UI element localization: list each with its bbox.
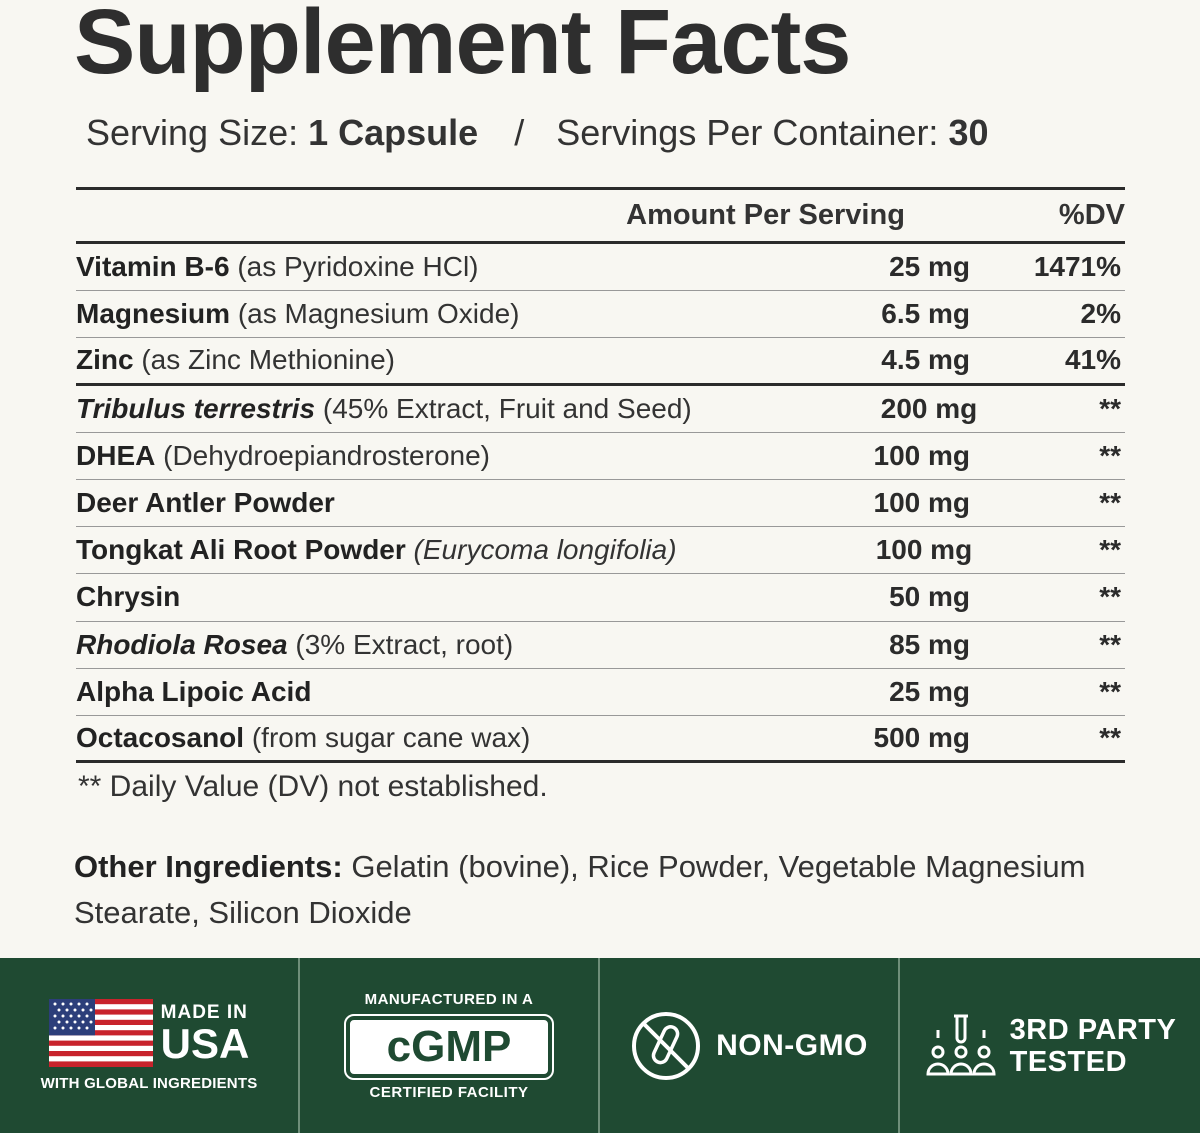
serving-separator: /	[514, 112, 525, 153]
serving-size-value: 1 Capsule	[308, 112, 479, 153]
other-ingredients-label: Other Ingredients:	[74, 849, 343, 884]
made-in-label: MADE IN	[160, 1002, 248, 1023]
table-header: Amount Per Serving %DV	[76, 190, 1125, 244]
ingredient-name: Chrysin	[76, 581, 181, 613]
ingredient-dv: **	[1099, 487, 1121, 519]
cgmp-main-label: cGMP	[386, 1021, 512, 1071]
ingredient-dv: **	[1099, 628, 1121, 660]
ingredient-name: Alpha Lipoic Acid	[76, 675, 312, 707]
ingredient-detail: (3% Extract, root)	[295, 628, 514, 660]
serving-size-label: Serving Size:	[86, 112, 299, 153]
ingredient-dv: **	[1099, 534, 1121, 566]
ingredient-dv: **	[1099, 721, 1121, 753]
usa-flag-icon	[48, 999, 153, 1067]
usa-label: USA	[160, 1020, 250, 1067]
ingredient-detail: (45% Extract, Fruit and Seed)	[322, 392, 692, 424]
tested-label: TESTED	[1009, 1045, 1128, 1078]
table-row: Magnesium (as Magnesium Oxide) 6.5 mg 2%	[76, 291, 1125, 339]
servings-per-container-label: Servings Per Container:	[556, 112, 939, 153]
lab-test-group-icon	[926, 1014, 996, 1075]
ingredient-name: Tribulus terrestris	[76, 392, 316, 424]
header-dv: %DV	[1058, 199, 1125, 231]
ingredient-amount: 25 mg	[889, 675, 970, 707]
global-ingredients-label: WITH GLOBAL INGREDIENTS	[40, 1075, 258, 1092]
ingredient-name: Tongkat Ali Root Powder	[76, 534, 406, 566]
ingredient-name: DHEA	[76, 439, 156, 471]
ingredient-dv: **	[1099, 392, 1121, 424]
third-party-label: 3RD PARTY	[1009, 1013, 1177, 1046]
ingredient-detail: (as Magnesium Oxide)	[237, 298, 520, 330]
table-row: DHEA (Dehydroepiandrosterone) 100 mg **	[76, 433, 1125, 480]
table-row: Vitamin B-6 (as Pyridoxine HCl) 25 mg 14…	[76, 244, 1125, 292]
ingredient-amount: 100 mg	[875, 534, 973, 566]
ingredient-name: Octacosanol	[76, 721, 245, 753]
certification-banner: MADE IN USA WITH GLOBAL INGREDIENTS MANU…	[0, 958, 1200, 1133]
table-row: Alpha Lipoic Acid 25 mg **	[76, 669, 1125, 716]
table-row: Rhodiola Rosea (3% Extract, root) 85 mg …	[76, 622, 1125, 669]
non-gmo-badge: NON-GMO	[600, 958, 900, 1133]
no-test-tube-icon	[632, 1011, 701, 1080]
table-row: Tribulus terrestris (45% Extract, Fruit …	[76, 386, 1125, 433]
serving-info: Serving Size: 1 Capsule / Servings Per C…	[86, 112, 989, 154]
ingredient-detail: (as Pyridoxine HCl)	[237, 251, 479, 283]
cgmp-badge: MANUFACTURED IN A cGMP CERTIFIED FACILIT…	[300, 958, 600, 1133]
ingredient-amount: 85 mg	[889, 628, 970, 660]
supplement-facts-table: Amount Per Serving %DV Vitamin B-6 (as P…	[76, 187, 1125, 764]
ingredient-name: Vitamin B-6	[76, 251, 230, 283]
table-row: Deer Antler Powder 100 mg **	[76, 480, 1125, 528]
ingredient-detail: (Dehydroepiandrosterone)	[163, 439, 490, 471]
header-amount: Amount Per Serving	[626, 199, 905, 231]
third-party-tested-badge: 3RD PARTY TESTED	[900, 958, 1200, 1133]
servings-per-container-value: 30	[948, 112, 989, 153]
table-row: Tongkat Ali Root Powder (Eurycoma longif…	[76, 527, 1125, 575]
ingredient-amount: 100 mg	[873, 439, 971, 471]
ingredient-name: Deer Antler Powder	[76, 487, 335, 519]
footnote: ** Daily Value (DV) not established.	[78, 770, 548, 803]
ingredient-detail: (as Zinc Methionine)	[141, 344, 395, 376]
other-ingredients-text: Gelatin (bovine), Rice Powder, Vegetable…	[74, 849, 1086, 930]
ingredient-detail: (Eurycoma longifolia)	[413, 534, 677, 566]
non-gmo-label: NON-GMO	[716, 1028, 868, 1062]
table-row: Chrysin 50 mg **	[76, 574, 1125, 622]
page-title: Supplement Facts	[74, 0, 851, 93]
table-row: Zinc (as Zinc Methionine) 4.5 mg 41%	[76, 338, 1125, 386]
ingredient-amount: 4.5 mg	[881, 344, 970, 376]
ingredient-name: Rhodiola Rosea	[76, 628, 288, 660]
made-in-usa-badge: MADE IN USA WITH GLOBAL INGREDIENTS	[0, 958, 300, 1133]
ingredient-dv: **	[1099, 675, 1121, 707]
ingredient-dv: **	[1099, 439, 1121, 471]
table-row: Octacosanol (from sugar cane wax) 500 mg…	[76, 716, 1125, 764]
ingredient-dv: 41%	[1064, 344, 1121, 376]
other-ingredients: Other Ingredients: Gelatin (bovine), Ric…	[74, 844, 1134, 936]
ingredient-name: Magnesium	[76, 298, 231, 330]
ingredient-name: Zinc	[76, 344, 134, 376]
cgmp-top-label: MANUFACTURED IN A	[364, 990, 534, 1008]
cgmp-bottom-label: CERTIFIED FACILITY	[369, 1083, 529, 1101]
ingredient-dv: **	[1099, 581, 1121, 613]
table-top-rule	[76, 187, 1125, 190]
cgmp-logo: cGMP	[344, 1013, 554, 1080]
ingredient-detail: (from sugar cane wax)	[251, 721, 531, 753]
ingredient-amount: 50 mg	[889, 581, 970, 613]
ingredient-dv: 1471%	[1033, 251, 1121, 283]
ingredient-amount: 200 mg	[880, 392, 978, 424]
ingredient-dv: 2%	[1080, 298, 1121, 330]
ingredient-amount: 6.5 mg	[881, 298, 970, 330]
ingredient-amount: 100 mg	[873, 487, 971, 519]
ingredient-amount: 25 mg	[889, 251, 970, 283]
ingredient-amount: 500 mg	[873, 721, 971, 753]
